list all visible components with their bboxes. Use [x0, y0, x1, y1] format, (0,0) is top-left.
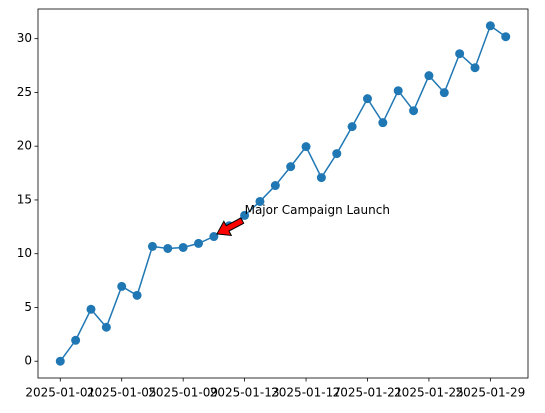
- y-tick-label: 10: [17, 246, 32, 260]
- marker: [470, 63, 480, 73]
- annotation-text: Major Campaign Launch: [245, 203, 390, 217]
- marker: [362, 94, 372, 104]
- y-tick-label: 30: [17, 31, 32, 45]
- y-tick-label: 5: [24, 300, 32, 314]
- axes-frame: [37, 8, 529, 379]
- marker: [332, 149, 342, 159]
- marker: [147, 241, 157, 251]
- y-tick-label: 25: [17, 85, 32, 99]
- line: [59, 24, 507, 362]
- marker: [86, 304, 96, 314]
- marker: [347, 122, 357, 132]
- marker: [163, 243, 173, 253]
- y-tick-label: 0: [24, 354, 32, 368]
- x-tick-label: 2025-01-09: [148, 386, 218, 400]
- marker: [209, 232, 219, 242]
- marker: [409, 106, 419, 116]
- marker: [270, 181, 280, 191]
- marker: [378, 118, 388, 128]
- x-tick-label: 2025-01-13: [210, 386, 280, 400]
- marker: [117, 281, 127, 291]
- marker: [501, 32, 511, 42]
- y-tick-label: 15: [17, 192, 32, 206]
- x-tick-label: 2025-01-21: [333, 386, 403, 400]
- marker: [286, 162, 296, 172]
- marker: [439, 88, 449, 98]
- marker: [240, 210, 250, 220]
- marker: [101, 322, 111, 332]
- marker: [301, 142, 311, 152]
- marker: [71, 335, 81, 345]
- marker: [194, 238, 204, 248]
- marker: [455, 49, 465, 59]
- marker: [393, 86, 403, 96]
- marker: [55, 356, 65, 366]
- x-tick-label: 2025-01-29: [455, 386, 525, 400]
- x-tick-label: 2025-01-01: [25, 386, 95, 400]
- x-tick-label: 2025-01-25: [394, 386, 464, 400]
- marker: [316, 173, 326, 183]
- y-tick-label: 20: [17, 139, 32, 153]
- marker: [178, 242, 188, 252]
- marker: [255, 196, 265, 206]
- marker: [132, 290, 142, 300]
- annotation-arrow: [216, 217, 245, 237]
- marker: [424, 71, 434, 81]
- marker: [485, 21, 495, 31]
- x-tick-label: 2025-01-05: [87, 386, 157, 400]
- x-tick-label: 2025-01-17: [271, 386, 341, 400]
